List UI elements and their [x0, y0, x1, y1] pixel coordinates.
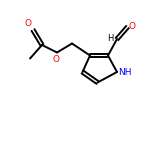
Text: O: O — [129, 22, 136, 31]
Text: O: O — [53, 55, 60, 64]
Text: H: H — [107, 34, 114, 43]
Text: O: O — [24, 20, 31, 28]
Text: NH: NH — [118, 68, 132, 77]
